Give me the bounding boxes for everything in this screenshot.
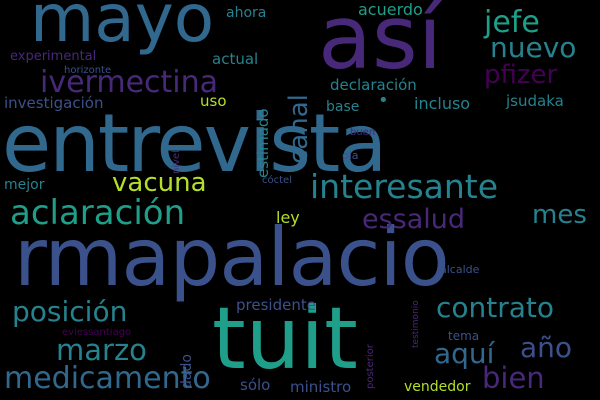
word-aqui: aquí (434, 337, 495, 370)
word-eviessantiago: eviessantiago (62, 327, 132, 338)
word-acuerdo: acuerdo (358, 0, 423, 19)
word-mejor: mejor (4, 177, 45, 193)
word-canal: canal (284, 94, 314, 164)
word-ivermectina: ivermectina (40, 65, 219, 100)
word-interesante: interesante (310, 167, 499, 206)
word-ahora: ahora (226, 5, 267, 21)
word-ley: ley (276, 208, 300, 227)
word-mayo: mayo (30, 0, 215, 57)
word-contrato: contrato (436, 291, 555, 324)
word-ano: año (520, 331, 573, 364)
word-asi: así (318, 0, 443, 89)
word-dado: dado (179, 354, 195, 389)
word-posterior: posterior (365, 344, 376, 389)
word-tuit: tuit (212, 289, 358, 389)
word-coctel: cóctel (262, 175, 292, 186)
word-alcalde: alcalde (440, 263, 480, 276)
dot-glyph: • (378, 90, 389, 111)
word-testimonio: testimonio (411, 300, 421, 348)
word-declaracion: declaración (330, 76, 417, 94)
word-estimado: estimado (254, 108, 272, 178)
word-base: base (326, 99, 360, 115)
word-marzo: marzo (56, 333, 147, 367)
word-vendedor: vendedor (404, 379, 471, 395)
word-ministro: ministro (290, 378, 352, 396)
word-aclaracion: aclaración (10, 193, 186, 233)
word-incluso: incluso (414, 94, 471, 113)
word-nivel: nivel (171, 150, 182, 174)
word-experimental: experimental (10, 49, 97, 64)
word-medicamento: medicamento (4, 361, 211, 396)
word-posicion: posición (12, 295, 128, 328)
word-actual: actual (212, 50, 259, 68)
word-jefe: jefe (484, 5, 540, 40)
word-entrevista: entrevista (2, 97, 387, 190)
word-nuevo: nuevo (490, 31, 577, 64)
word-bien: bien (482, 361, 545, 395)
word-ola: ola (342, 149, 359, 162)
word-tema: tema (448, 329, 480, 343)
word-uso: uso (200, 92, 227, 110)
word-essalud: essalud (362, 204, 466, 235)
word-jsudaka: jsudaka (506, 92, 564, 110)
word-pfizer: pfizer (484, 60, 558, 90)
word-horizonte: horizonte (64, 65, 112, 76)
word-buen: buen (350, 127, 376, 138)
word-vacuna: vacuna (112, 168, 207, 198)
word-rmapalacio: rmapalacio (14, 211, 450, 304)
word-mes: mes (532, 200, 587, 230)
word-presidente: presidente (236, 296, 316, 314)
word-investigacion: investigación (4, 94, 104, 112)
word-solo: sólo (240, 376, 271, 394)
